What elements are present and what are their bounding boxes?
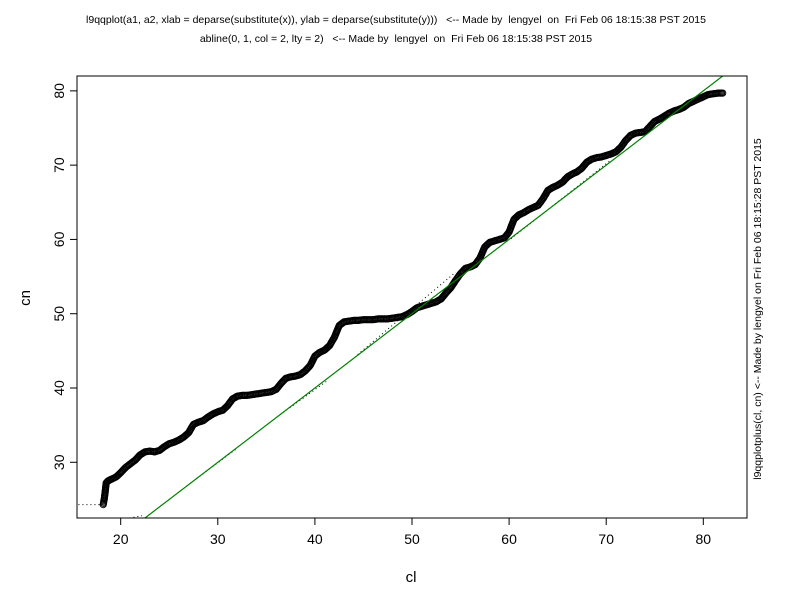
reference-line: [143, 76, 724, 518]
x-tick-label: 70: [598, 531, 614, 547]
y-tick-label: 70: [51, 157, 67, 173]
dotted-segment: [279, 380, 327, 416]
plot-caption-line-2: abline(0, 1, col = 2, lty = 2) <-- Made …: [199, 33, 593, 45]
qq-point: [719, 89, 727, 97]
x-axis-label: cl: [406, 569, 417, 586]
y-tick-label: 60: [51, 231, 67, 247]
x-tick-label: 80: [696, 531, 712, 547]
plot-frame: [76, 75, 748, 519]
x-tick-label: 50: [404, 531, 420, 547]
reference-line-segment: [143, 76, 724, 518]
y-axis: 30 40 50 60 70 80: [51, 83, 77, 470]
y-tick-label: 50: [51, 306, 67, 322]
x-tick-label: 30: [210, 531, 226, 547]
x-tick-label: 60: [501, 531, 517, 547]
x-tick-label: 40: [307, 531, 323, 547]
x-axis: 20 30 40 50 60 70 80: [113, 518, 711, 547]
plot-caption-line-1: l9qqplot(a1, a2, xlab = deparse(substitu…: [86, 14, 706, 26]
dotted-segment: [126, 515, 143, 518]
qq-points: [99, 89, 727, 509]
x-tick-label: 20: [113, 531, 129, 547]
side-caption: l9qqplotplus(cl, cn) <-- Made by lengyel…: [752, 138, 764, 480]
dotted-segment: [357, 271, 457, 355]
y-tick-label: 80: [51, 83, 67, 99]
y-tick-label: 40: [51, 380, 67, 396]
y-axis-label: cn: [17, 290, 34, 306]
y-tick-label: 30: [51, 454, 67, 470]
